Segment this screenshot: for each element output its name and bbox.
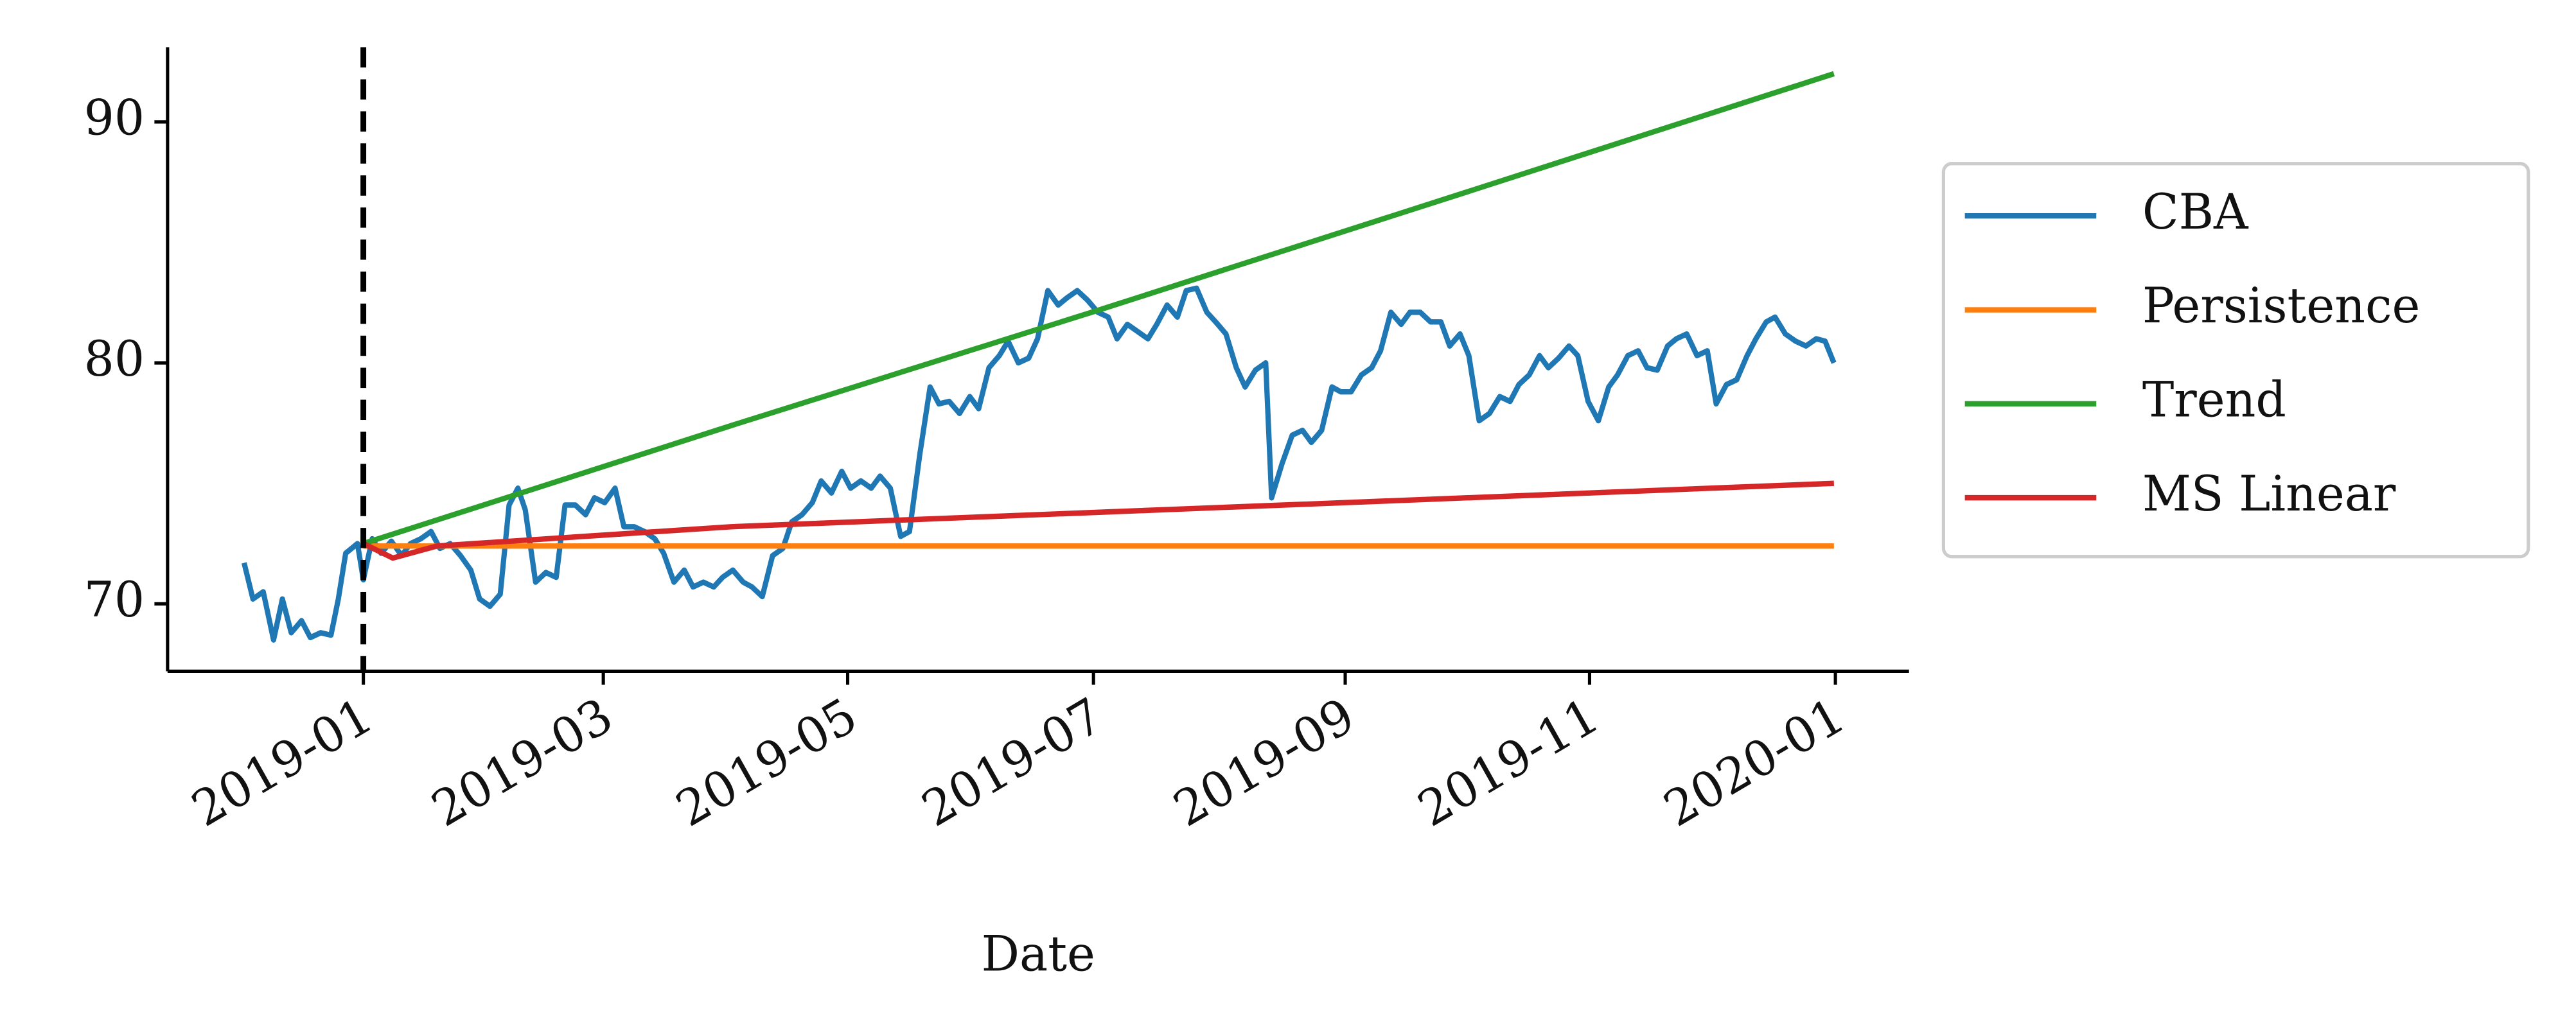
x-tick-label: 2019-01 [182,686,382,837]
line-series [362,480,1834,561]
legend-box [1941,162,2530,559]
y-tick-label: 80 [84,330,145,387]
legend-label: MS Linear [2142,465,2396,522]
x-tick-label: 2019-11 [1409,686,1608,837]
x-tick-label: 2020-01 [1655,686,1854,837]
y-tick-label: 70 [84,571,145,628]
line-series [362,71,1835,546]
x-tick-label: 2019-03 [423,686,622,837]
legend-label: Persistence [2142,277,2421,334]
legend-label: CBA [2142,183,2249,240]
legend-label: Trend [2142,371,2286,428]
x-tick-label: 2019-07 [913,686,1112,837]
x-tick-label: 2019-09 [1165,686,1364,837]
y-tick-label: 90 [84,89,145,146]
x-axis-label: Date [982,925,1095,982]
x-tick-label: 2019-05 [667,686,866,837]
line-series [242,285,1837,643]
